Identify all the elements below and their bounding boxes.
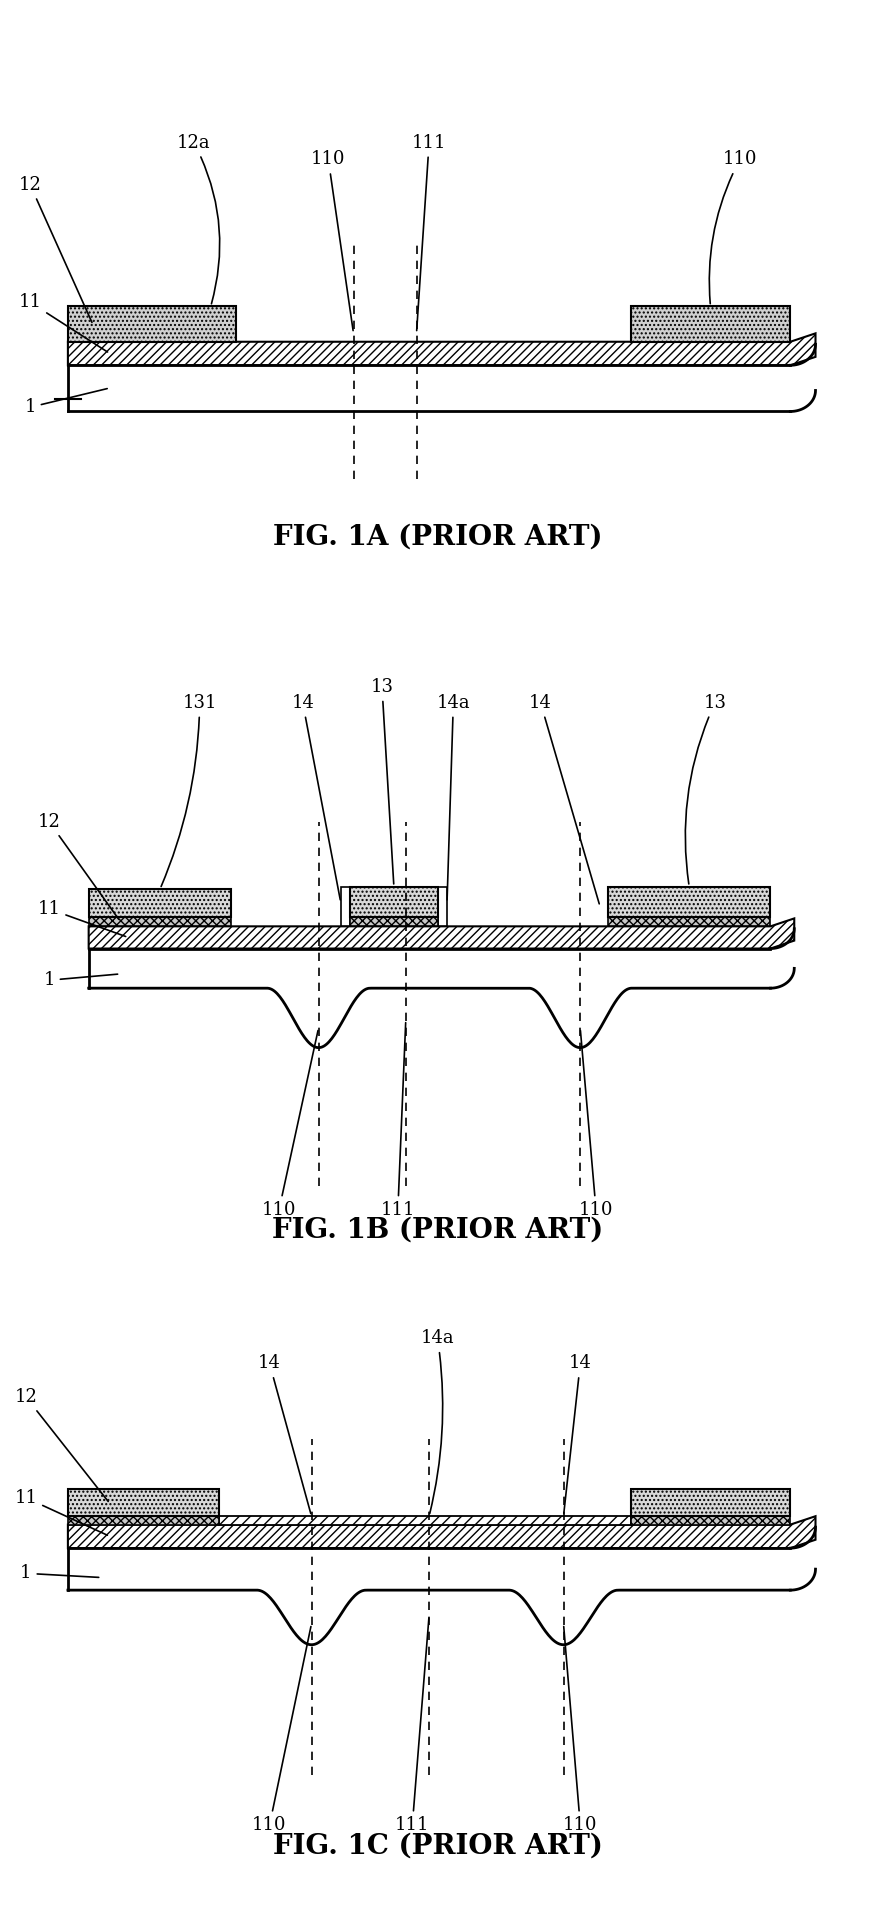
Bar <box>88 890 231 916</box>
Text: 110: 110 <box>311 150 354 331</box>
Text: 14: 14 <box>529 693 599 903</box>
Text: 111: 111 <box>395 1617 430 1835</box>
Polygon shape <box>790 1528 816 1591</box>
Bar <box>340 886 350 926</box>
Text: FIG. 1B (PRIOR ART): FIG. 1B (PRIOR ART) <box>272 1217 603 1244</box>
Text: 12: 12 <box>38 813 119 920</box>
Bar <box>608 916 771 926</box>
Text: 1: 1 <box>20 1564 99 1583</box>
Polygon shape <box>88 918 794 949</box>
Text: 13: 13 <box>370 678 394 884</box>
Text: 110: 110 <box>262 1031 318 1219</box>
Text: 11: 11 <box>38 899 126 937</box>
Bar <box>68 307 236 341</box>
Text: 110: 110 <box>563 1627 598 1835</box>
Bar <box>68 1516 219 1524</box>
Text: 111: 111 <box>381 1023 415 1219</box>
Bar <box>68 1490 219 1516</box>
Text: 11: 11 <box>14 1488 108 1535</box>
Text: 12a: 12a <box>177 133 220 303</box>
Polygon shape <box>771 930 794 989</box>
Text: 110: 110 <box>578 1031 613 1219</box>
Text: FIG. 1C (PRIOR ART): FIG. 1C (PRIOR ART) <box>273 1833 602 1859</box>
Text: 14: 14 <box>291 693 340 899</box>
Text: 13: 13 <box>685 693 726 884</box>
Text: 110: 110 <box>710 150 757 303</box>
Bar <box>631 307 790 341</box>
Text: 1: 1 <box>43 972 117 989</box>
Text: 111: 111 <box>412 133 446 331</box>
Text: 14: 14 <box>564 1354 592 1513</box>
Polygon shape <box>68 1516 816 1549</box>
Bar <box>350 886 438 916</box>
Text: 131: 131 <box>161 693 217 886</box>
Text: 14a: 14a <box>421 1330 454 1513</box>
Text: FIG. 1A (PRIOR ART): FIG. 1A (PRIOR ART) <box>273 524 602 551</box>
Bar <box>438 886 447 926</box>
Text: 12: 12 <box>15 1389 108 1501</box>
Bar <box>608 886 771 916</box>
Text: 14: 14 <box>258 1354 311 1514</box>
Text: 110: 110 <box>252 1627 311 1835</box>
Bar <box>631 1490 790 1516</box>
Bar <box>631 1516 790 1524</box>
Bar <box>350 916 438 926</box>
Text: 1: 1 <box>24 389 108 417</box>
Text: 12: 12 <box>18 175 92 322</box>
Bar <box>219 1516 631 1524</box>
Text: 14a: 14a <box>437 693 470 899</box>
Bar <box>88 916 231 926</box>
Polygon shape <box>68 333 816 366</box>
Text: 11: 11 <box>18 293 108 352</box>
Polygon shape <box>68 345 816 411</box>
